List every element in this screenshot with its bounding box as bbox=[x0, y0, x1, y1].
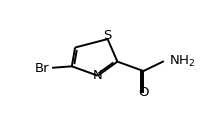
Text: Br: Br bbox=[35, 62, 50, 75]
Text: N: N bbox=[93, 69, 103, 82]
Text: S: S bbox=[104, 29, 112, 42]
Text: O: O bbox=[138, 86, 149, 99]
Text: NH$_2$: NH$_2$ bbox=[169, 54, 196, 69]
